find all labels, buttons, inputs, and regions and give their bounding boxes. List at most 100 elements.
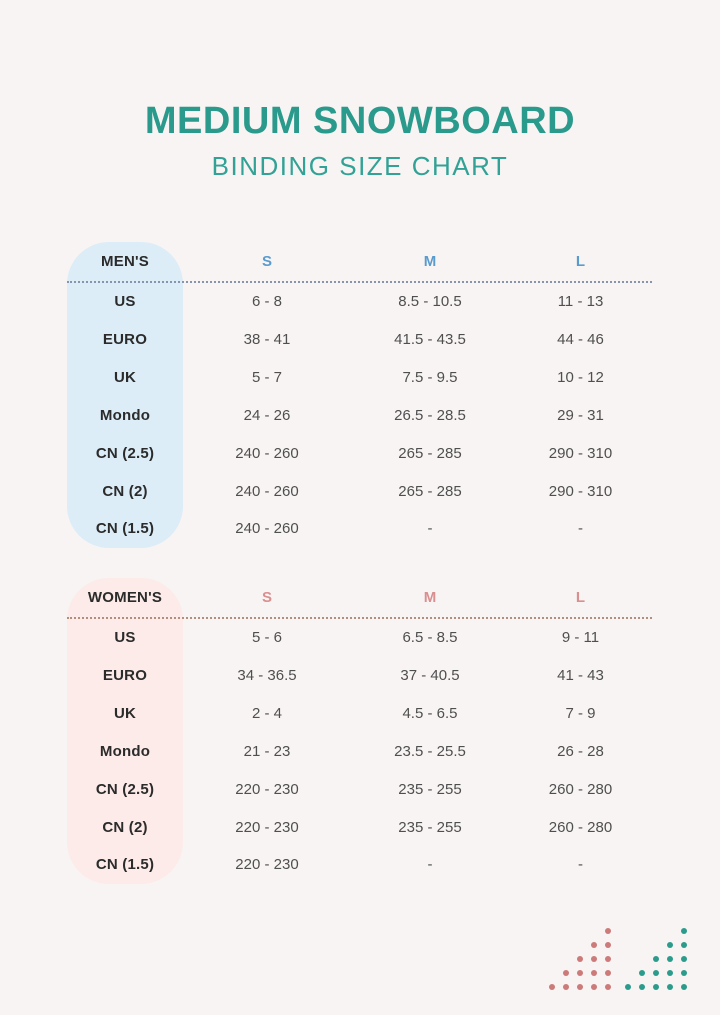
size-value: 220 - 230 <box>235 818 299 836</box>
table-row: CN (1.5) 220 - 230 - - <box>67 846 652 884</box>
decor-dot <box>577 956 583 962</box>
size-value: 37 - 40.5 <box>400 667 460 685</box>
table-row: UK 2 - 4 4.5 - 6.5 7 - 9 <box>67 695 652 733</box>
table-row: CN (2.5) 240 - 260 265 - 285 290 - 310 <box>67 434 652 472</box>
size-value: 265 - 285 <box>398 482 462 500</box>
table-row: CN (2) 220 - 230 235 - 255 260 - 280 <box>67 808 652 846</box>
decor-dot <box>549 956 555 962</box>
decor-dot <box>605 970 611 976</box>
size-value: 6 - 8 <box>251 293 282 311</box>
size-value: - <box>427 520 433 538</box>
decor-dot <box>639 956 645 962</box>
decor-dot <box>639 942 645 948</box>
womens-col-s: S <box>261 589 272 606</box>
decor-dot <box>591 942 597 948</box>
size-value: 38 - 41 <box>243 331 291 349</box>
row-label: Mondo <box>99 406 151 424</box>
decor-dot <box>563 942 569 948</box>
decor-dot <box>625 942 631 948</box>
decor-dots-pink-icon <box>549 928 611 990</box>
size-value: 5 - 7 <box>251 369 282 387</box>
decor-dot <box>577 928 583 934</box>
womens-group-label: WOMEN'S <box>87 589 163 606</box>
row-label: CN (2.5) <box>95 780 155 798</box>
size-value: 26 - 28 <box>557 742 604 760</box>
womens-col-l: L <box>575 589 586 606</box>
decor-dot <box>605 942 611 948</box>
mens-col-s: S <box>261 253 272 270</box>
page-subtitle: BINDING SIZE CHART <box>211 151 509 181</box>
decor-dot <box>591 956 597 962</box>
size-value: 11 - 13 <box>557 293 604 311</box>
decor-dot <box>577 984 583 990</box>
decor-dot <box>563 956 569 962</box>
size-value: 290 - 310 <box>548 444 613 462</box>
decor-dot <box>681 984 687 990</box>
decor-dot <box>549 984 555 990</box>
decor-dot <box>577 942 583 948</box>
page-title: MEDIUM SNOWBOARD <box>144 100 576 142</box>
table-row: US 5 - 6 6.5 - 8.5 9 - 11 <box>67 619 652 657</box>
table-row: Mondo 24 - 26 26.5 - 28.5 29 - 31 <box>67 397 652 435</box>
mens-table-header: MEN'S S M L <box>67 242 652 283</box>
mens-table-body: US 6 - 8 8.5 - 10.5 11 - 13 EURO 38 - 41 41.5 … <box>67 283 652 548</box>
decor-dot <box>591 928 597 934</box>
size-value: 8.5 - 10.5 <box>398 293 462 311</box>
page-header: MEDIUM SNOWBOARD BINDING SIZE CHART <box>0 100 720 182</box>
row-label: CN (2.5) <box>95 444 155 462</box>
size-value: 4.5 - 6.5 <box>402 705 458 723</box>
decor-dot <box>639 984 645 990</box>
size-value: 265 - 285 <box>398 444 462 462</box>
row-label: US <box>114 293 136 311</box>
decor-dot <box>681 942 687 948</box>
size-value: 260 - 280 <box>548 780 613 798</box>
row-label: UK <box>113 705 137 723</box>
womens-col-m: M <box>423 589 437 606</box>
decor-dot <box>563 970 569 976</box>
decor-dots-teal-icon <box>625 928 687 990</box>
decor-dot <box>577 970 583 976</box>
table-row: US 6 - 8 8.5 - 10.5 11 - 13 <box>67 283 652 321</box>
row-label: CN (1.5) <box>95 856 155 874</box>
decor-dot <box>667 942 673 948</box>
table-row: CN (2.5) 220 - 230 235 - 255 260 - 280 <box>67 770 652 808</box>
size-value: 24 - 26 <box>243 406 291 424</box>
size-value: 21 - 23 <box>243 742 291 760</box>
decor-dot <box>639 970 645 976</box>
table-row: CN (2) 240 - 260 265 - 285 290 - 310 <box>67 472 652 510</box>
row-label: CN (2) <box>102 818 148 836</box>
size-value: 5 - 6 <box>251 629 282 647</box>
size-value: 7.5 - 9.5 <box>402 369 458 387</box>
decor-dot <box>653 984 659 990</box>
womens-column-highlight <box>67 578 183 884</box>
size-value: 260 - 280 <box>548 818 613 836</box>
size-value: 10 - 12 <box>557 369 604 387</box>
decor-dot <box>625 928 631 934</box>
decor-dot <box>653 942 659 948</box>
size-value: 235 - 255 <box>398 818 462 836</box>
decor-dot <box>605 956 611 962</box>
size-value: 6.5 - 8.5 <box>402 629 458 647</box>
decor-dot <box>681 928 687 934</box>
decor-dot <box>549 942 555 948</box>
mens-col-m: M <box>423 253 437 270</box>
size-value: - <box>578 520 583 538</box>
decor-dot <box>653 928 659 934</box>
decor-dot <box>653 970 659 976</box>
size-value: 41 - 43 <box>557 667 604 685</box>
footer-decoration <box>549 928 687 990</box>
row-label: US <box>114 629 136 647</box>
row-label: Mondo <box>99 742 151 760</box>
size-value: 240 - 260 <box>235 482 299 500</box>
decor-dot <box>549 970 555 976</box>
row-label: CN (1.5) <box>95 520 155 538</box>
decor-dot <box>681 970 687 976</box>
row-label: EURO <box>102 667 148 685</box>
womens-size-table: WOMEN'S S M L US 5 - 6 6.5 - 8.5 9 - 11 EURO… <box>67 578 652 884</box>
size-value: 26.5 - 28.5 <box>394 406 466 424</box>
size-value: 240 - 260 <box>235 520 299 538</box>
decor-dot <box>605 928 611 934</box>
size-value: 220 - 230 <box>235 856 299 874</box>
decor-dot <box>625 956 631 962</box>
